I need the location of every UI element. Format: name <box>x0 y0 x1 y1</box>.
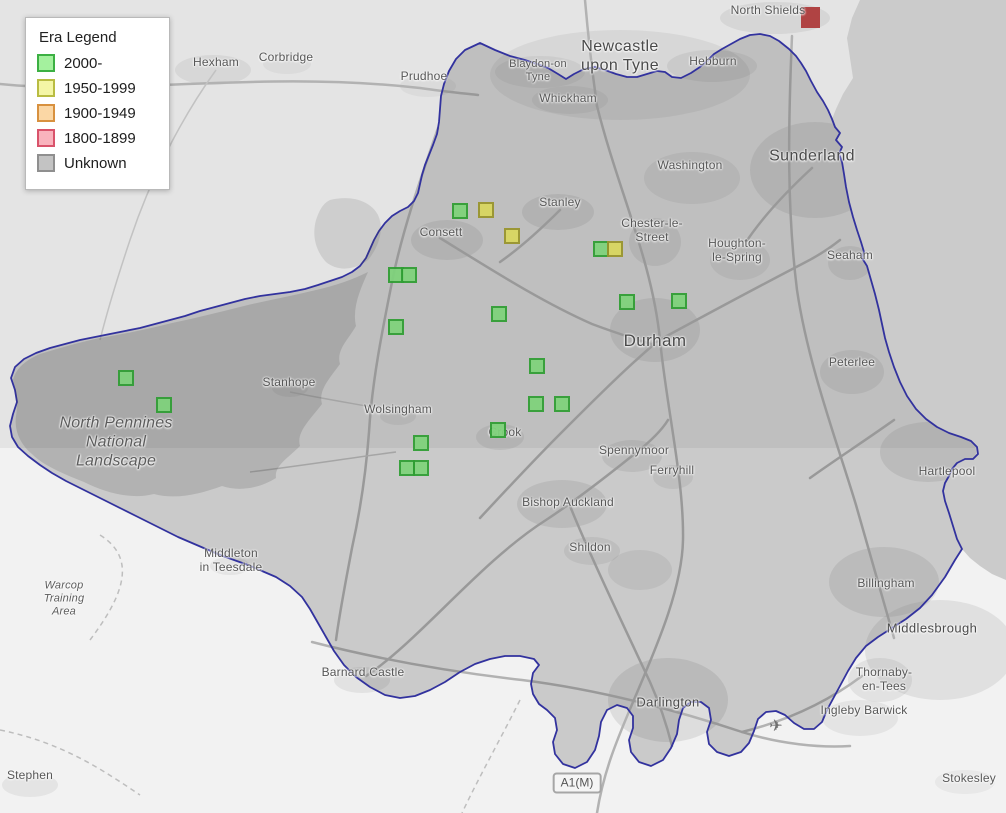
tyne-dock-feature <box>801 7 820 28</box>
era-swatch-icon <box>37 129 55 147</box>
era-swatch-icon <box>37 104 55 122</box>
era-marker-19501999[interactable] <box>607 241 623 257</box>
era-marker-19501999[interactable] <box>478 202 494 218</box>
roads <box>0 0 896 813</box>
legend-item: 1900-1949 <box>37 104 155 122</box>
legend-item-label: 1800-1899 <box>64 129 136 147</box>
era-marker-2000[interactable] <box>554 396 570 412</box>
era-marker-2000[interactable] <box>413 435 429 451</box>
legend-item-label: 2000- <box>64 54 103 72</box>
pennines-moorland <box>13 272 368 497</box>
era-marker-2000[interactable] <box>490 422 506 438</box>
county-durham-boundary <box>9 33 979 769</box>
era-marker-2000[interactable] <box>619 294 635 310</box>
era-marker-2000[interactable] <box>118 370 134 386</box>
derwent-moorland <box>314 198 381 269</box>
era-swatch-icon <box>37 79 55 97</box>
era-marker-2000[interactable] <box>491 306 507 322</box>
era-marker-2000[interactable] <box>529 358 545 374</box>
legend-item: 1950-1999 <box>37 79 155 97</box>
road-badge-a1m: A1(M) <box>552 772 602 794</box>
era-swatch-icon <box>37 54 55 72</box>
legend-title: Era Legend <box>39 29 117 46</box>
era-marker-2000[interactable] <box>452 203 468 219</box>
era-marker-2000[interactable] <box>671 293 687 309</box>
legend-item-label: 1900-1949 <box>64 104 136 122</box>
era-swatch-icon <box>37 154 55 172</box>
legend-item-label: 1950-1999 <box>64 79 136 97</box>
era-marker-2000[interactable] <box>413 460 429 476</box>
era-marker-2000[interactable] <box>156 397 172 413</box>
era-marker-2000[interactable] <box>401 267 417 283</box>
north-sea <box>832 0 1006 580</box>
legend-item: 1800-1899 <box>37 129 155 147</box>
legend-item-label: Unknown <box>64 154 127 172</box>
legend-item: Unknown <box>37 154 155 172</box>
legend-item: 2000- <box>37 54 155 72</box>
legend-items: 2000- 1950-1999 1900-1949 1800-1899 Unknown <box>37 54 155 172</box>
south-light-region <box>0 448 1006 813</box>
minor-roads <box>99 69 399 473</box>
era-marker-2000[interactable] <box>528 396 544 412</box>
admin-boundaries-outside <box>0 534 521 813</box>
era-marker-19501999[interactable] <box>504 228 520 244</box>
era-marker-2000[interactable] <box>388 319 404 335</box>
era-legend: Era Legend 2000- 1950-1999 1900-1949 1800-1… <box>25 17 170 190</box>
